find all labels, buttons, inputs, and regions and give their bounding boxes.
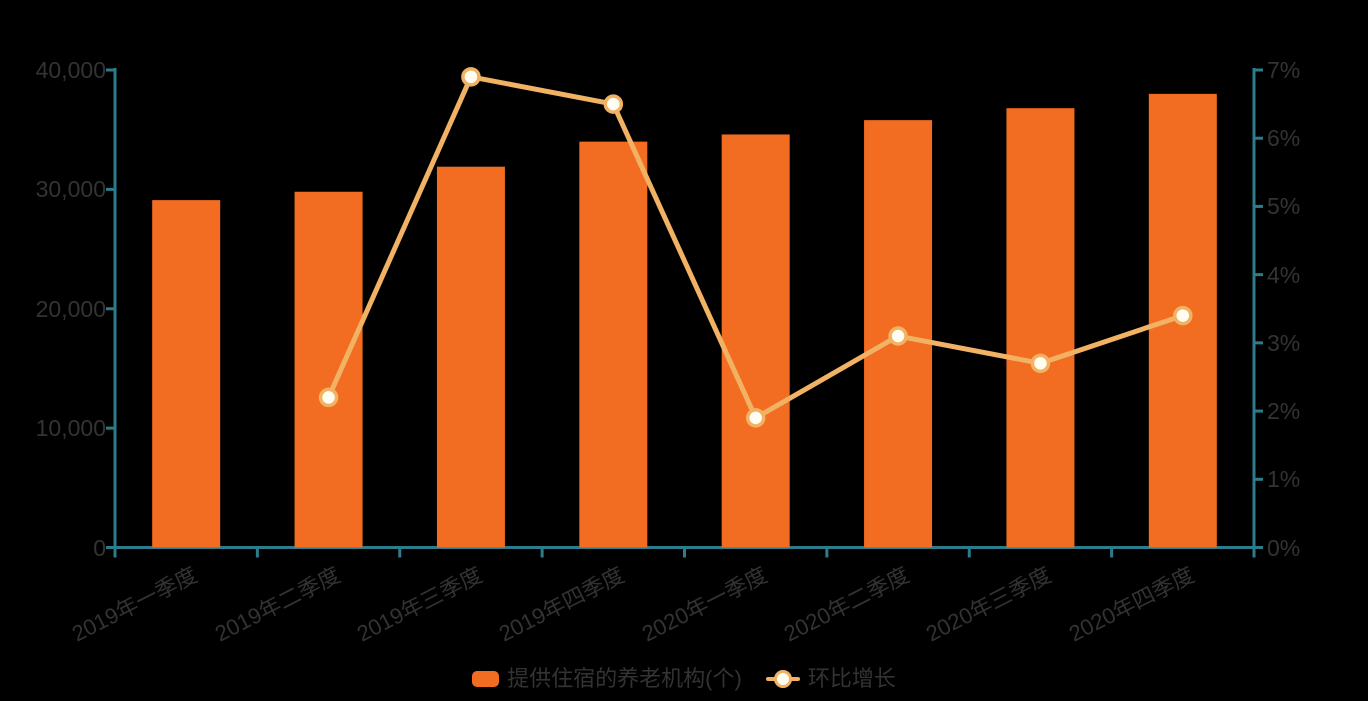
- legend-item-bar-series[interactable]: 提供住宿的养老机构(个): [472, 665, 742, 693]
- legend: 提供住宿的养老机构(个) 环比增长: [0, 665, 1368, 693]
- line-marker-dot-icon: [773, 670, 792, 688]
- bar-series: [152, 93, 1217, 548]
- y-right-tick-label: 6%: [1267, 125, 1301, 152]
- y-right-tick-label: 7%: [1267, 57, 1301, 83]
- y-right-tick-label: 3%: [1267, 329, 1301, 356]
- legend-item-line-series[interactable]: 环比增长: [765, 665, 896, 693]
- bar-series-swatch-icon: [472, 671, 500, 687]
- growth-line-points: [318, 67, 1193, 428]
- line-point-2019年四季度[interactable]: [603, 94, 624, 114]
- y-right-tick-label: 2%: [1267, 398, 1301, 425]
- y-right-tick-label: 5%: [1267, 193, 1301, 220]
- axes: [106, 68, 1263, 558]
- y-left-tick-label: 30,000: [35, 176, 106, 203]
- y-right-tick-label: 1%: [1267, 466, 1301, 493]
- y-left-tick-label: 0: [93, 534, 106, 561]
- bar-2020年三季度[interactable]: [1006, 108, 1075, 548]
- legend-label-line-series: 环比增长: [807, 666, 896, 691]
- bar-2019年二季度[interactable]: [294, 191, 363, 548]
- line-point-2020年四季度[interactable]: [1173, 305, 1193, 326]
- y-right-tick-label: 0%: [1267, 534, 1301, 561]
- line-point-2019年三季度[interactable]: [461, 67, 481, 87]
- line-point-2020年一季度[interactable]: [745, 408, 766, 428]
- bar-2019年三季度[interactable]: [436, 166, 505, 548]
- line-point-2020年三季度[interactable]: [1030, 353, 1051, 374]
- line-series-marker-icon: [765, 669, 800, 689]
- y-right-tick-label: 4%: [1267, 261, 1301, 288]
- bar-2019年一季度[interactable]: [152, 200, 221, 548]
- bar-2020年一季度[interactable]: [721, 134, 790, 548]
- line-point-2020年二季度[interactable]: [888, 326, 908, 346]
- line-point-2019年二季度[interactable]: [318, 387, 339, 408]
- bar-2019年四季度[interactable]: [579, 141, 648, 548]
- legend-label-bar-series: 提供住宿的养老机构(个): [507, 666, 742, 691]
- y-left-tick-label: 40,000: [35, 57, 106, 83]
- y-left-tick-label: 10,000: [35, 415, 106, 442]
- y-left-tick-label: 20,000: [35, 295, 106, 322]
